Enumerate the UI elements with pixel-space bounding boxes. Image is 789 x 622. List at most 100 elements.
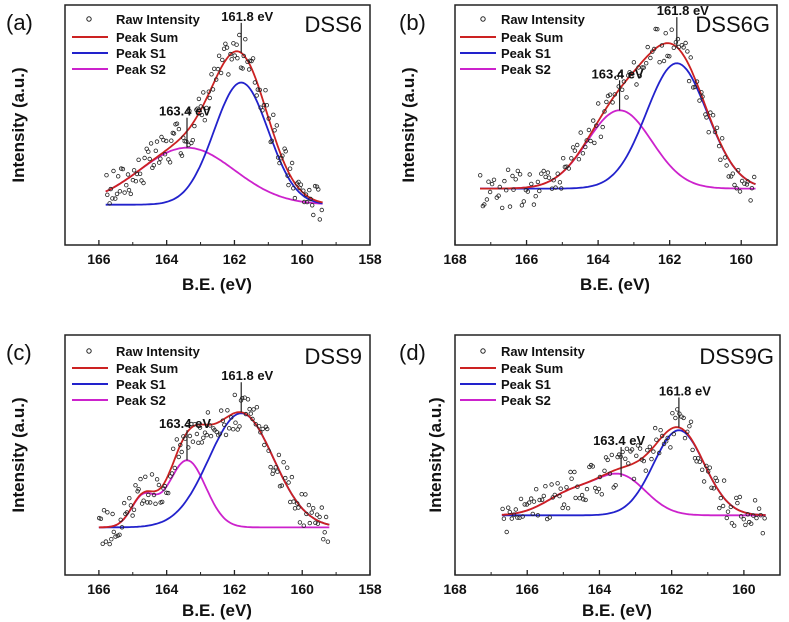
raw-point-b — [688, 55, 693, 60]
raw-point-d — [504, 529, 509, 535]
raw-point-c — [197, 425, 203, 430]
raw-point-d — [721, 478, 727, 483]
raw-point-d — [643, 468, 648, 473]
raw-point-a — [252, 80, 258, 85]
raw-point-a — [110, 196, 115, 201]
y-axis-title-d: Intensity (a.u.) — [426, 397, 445, 512]
raw-point-d — [518, 496, 524, 502]
raw-point-a — [285, 173, 290, 178]
raw-point-d — [741, 517, 746, 522]
raw-point-d — [593, 485, 598, 491]
raw-point-a — [163, 138, 169, 144]
raw-point-d — [557, 493, 562, 499]
raw-point-c — [273, 465, 278, 470]
raw-point-d — [687, 424, 692, 429]
raw-point-d — [624, 446, 630, 451]
raw-point-b — [645, 44, 650, 50]
raw-point-c — [205, 410, 211, 415]
raw-point-b — [553, 185, 558, 190]
raw-point-c — [124, 510, 130, 515]
raw-point-d — [653, 425, 658, 431]
raw-point-a — [235, 56, 240, 61]
raw-point-c — [313, 520, 318, 525]
raw-point-c — [306, 502, 312, 508]
raw-point-b — [644, 61, 649, 66]
raw-point-a — [317, 217, 322, 222]
raw-point-c — [226, 426, 232, 431]
raw-point-d — [704, 463, 709, 469]
raw-point-a — [302, 199, 307, 205]
raw-point-a — [287, 166, 293, 171]
raw-point-d — [597, 474, 603, 480]
legend-sum-label-c: Peak Sum — [116, 361, 178, 376]
peak-s2-curve-b — [480, 109, 756, 190]
raw-point-d — [697, 459, 702, 464]
annotation-label-b-1: 163.4 eV — [592, 66, 644, 81]
y-axis-title-c: Intensity (a.u.) — [9, 397, 28, 512]
raw-point-b — [583, 144, 588, 150]
raw-point-d — [527, 500, 532, 505]
raw-point-b — [484, 197, 490, 202]
raw-point-b — [700, 94, 705, 99]
annotation-label-d-0: 161.8 eV — [659, 383, 711, 398]
raw-point-b — [614, 75, 619, 80]
raw-point-c — [118, 517, 123, 522]
raw-point-c — [176, 454, 181, 460]
raw-point-b — [734, 186, 739, 191]
raw-point-a — [210, 87, 216, 92]
raw-point-c — [222, 422, 227, 427]
raw-point-c — [289, 474, 295, 480]
raw-point-c — [143, 474, 148, 479]
raw-point-d — [583, 497, 588, 503]
raw-point-c — [233, 420, 238, 425]
raw-point-b — [478, 173, 483, 178]
raw-point-b — [745, 179, 750, 184]
raw-point-a — [136, 157, 141, 162]
raw-point-a — [229, 57, 234, 62]
raw-point-a — [209, 72, 214, 77]
raw-point-b — [653, 26, 658, 32]
panel-d: (d) DSS9G B.E. (eV) Intensity (a.u.) Raw… — [399, 334, 781, 620]
raw-point-c — [156, 482, 162, 488]
raw-point-d — [629, 447, 635, 452]
raw-point-c — [164, 490, 169, 495]
raw-point-c — [147, 500, 153, 505]
raw-point-d — [647, 444, 652, 449]
raw-point-a — [224, 45, 230, 50]
raw-point-b — [634, 82, 639, 87]
raw-point-d — [506, 505, 511, 510]
raw-point-c — [295, 501, 300, 506]
raw-point-b — [706, 129, 711, 135]
raw-point-c — [254, 405, 260, 410]
legend-raw-marker-d — [480, 348, 486, 354]
raw-point-b — [657, 60, 662, 65]
raw-point-c — [184, 422, 190, 428]
raw-point-a — [211, 66, 217, 71]
raw-point-b — [539, 171, 544, 176]
raw-point-a — [277, 160, 282, 166]
raw-point-c — [314, 512, 320, 517]
raw-point-a — [304, 199, 310, 205]
raw-point-c — [121, 500, 127, 506]
raw-point-d — [631, 476, 637, 482]
raw-point-a — [202, 117, 207, 123]
raw-point-a — [274, 123, 279, 128]
raw-point-a — [240, 66, 245, 71]
raw-point-b — [669, 27, 674, 32]
raw-point-d — [649, 456, 654, 462]
raw-point-a — [250, 56, 256, 61]
raw-point-a — [178, 151, 183, 156]
raw-point-d — [754, 515, 759, 521]
raw-point-c — [127, 496, 132, 501]
peak-s1-curve-b — [480, 62, 756, 190]
raw-point-b — [486, 179, 491, 184]
raw-point-c — [263, 424, 269, 429]
raw-point-c — [322, 530, 327, 535]
raw-point-a — [105, 192, 110, 197]
raw-point-b — [555, 171, 560, 176]
raw-point-a — [292, 195, 298, 201]
raw-point-c — [239, 396, 245, 401]
raw-point-b — [561, 155, 566, 161]
raw-point-c — [285, 465, 290, 470]
raw-point-b — [604, 99, 609, 105]
